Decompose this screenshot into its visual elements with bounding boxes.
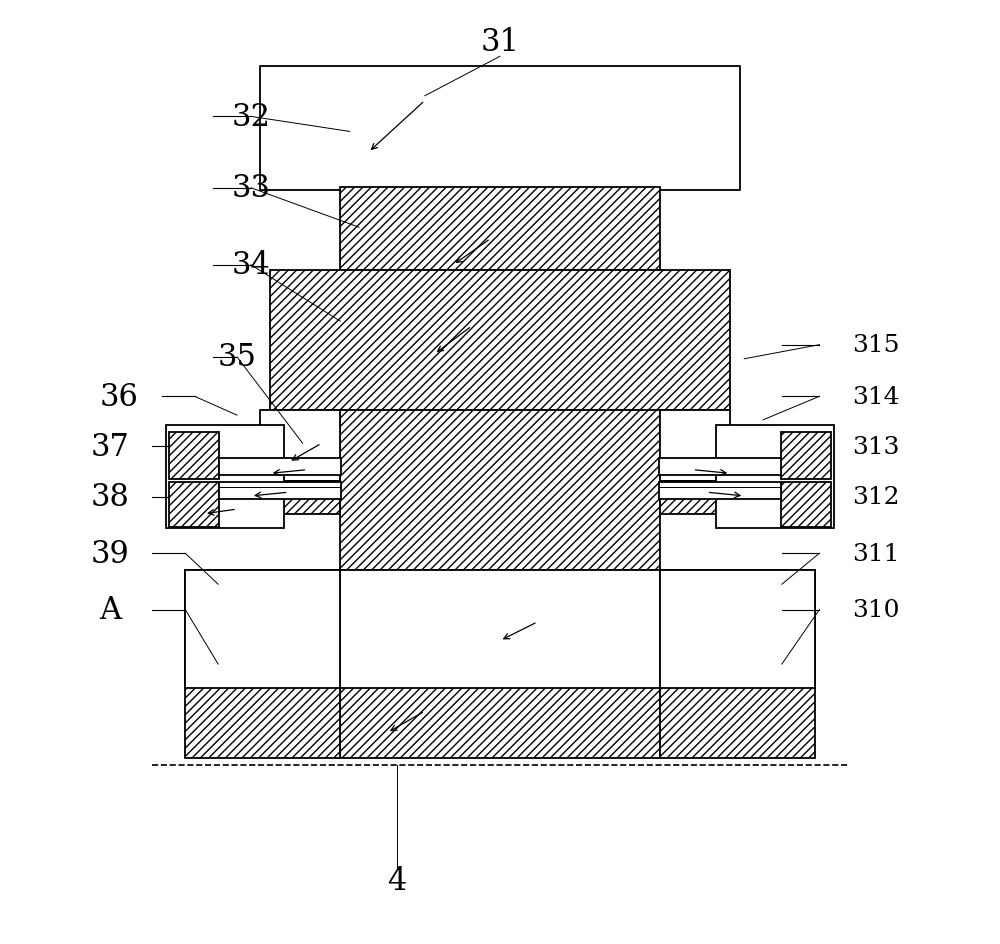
Text: 313: 313 bbox=[852, 435, 900, 458]
Text: 31: 31 bbox=[480, 26, 520, 58]
Bar bbox=[716, 425, 834, 529]
Bar bbox=[270, 270, 730, 411]
Bar bbox=[659, 459, 781, 476]
Bar bbox=[781, 482, 831, 528]
Bar bbox=[166, 425, 284, 529]
Bar bbox=[660, 570, 815, 758]
Bar bbox=[660, 481, 730, 514]
Text: 39: 39 bbox=[91, 538, 130, 569]
Bar bbox=[219, 482, 341, 499]
Bar bbox=[169, 482, 219, 528]
Bar bbox=[185, 570, 340, 758]
Bar bbox=[260, 67, 740, 191]
Text: 315: 315 bbox=[852, 334, 900, 357]
Bar bbox=[340, 411, 660, 570]
Bar bbox=[340, 570, 660, 688]
Text: 312: 312 bbox=[852, 486, 900, 509]
Text: 33: 33 bbox=[232, 173, 271, 204]
Text: 38: 38 bbox=[91, 481, 130, 513]
Text: 311: 311 bbox=[852, 542, 899, 565]
Bar bbox=[169, 432, 219, 480]
Bar bbox=[660, 570, 815, 688]
Text: 37: 37 bbox=[91, 431, 130, 463]
Bar bbox=[340, 188, 660, 270]
Bar bbox=[260, 411, 340, 481]
Bar bbox=[660, 411, 730, 481]
Text: A: A bbox=[99, 595, 121, 626]
Bar bbox=[340, 570, 660, 758]
Bar bbox=[659, 482, 781, 499]
Bar bbox=[260, 481, 340, 514]
Text: 32: 32 bbox=[232, 102, 271, 133]
Bar bbox=[781, 432, 831, 480]
Text: 35: 35 bbox=[217, 342, 256, 373]
Text: 310: 310 bbox=[852, 598, 900, 621]
Bar bbox=[219, 459, 341, 476]
Text: 314: 314 bbox=[852, 385, 900, 409]
Text: 4: 4 bbox=[387, 865, 406, 896]
Bar bbox=[185, 570, 340, 688]
Text: 34: 34 bbox=[232, 250, 270, 281]
Text: 36: 36 bbox=[100, 381, 139, 413]
